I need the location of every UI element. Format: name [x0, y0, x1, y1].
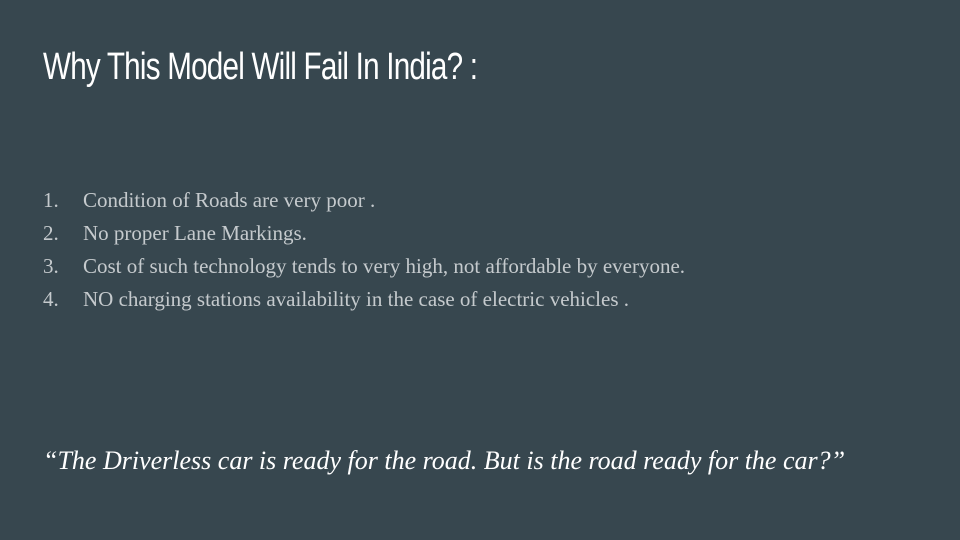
- closing-quote: “The Driverless car is ready for the roa…: [43, 446, 846, 475]
- list-item: 4. NO charging stations availability in t…: [43, 283, 685, 316]
- list-item-text: No proper Lane Markings.: [83, 221, 307, 245]
- list-item-number: 2.: [43, 221, 59, 245]
- list-item: 2. No proper Lane Markings.: [43, 217, 685, 250]
- list-item-number: 4.: [43, 287, 59, 311]
- list-item-text: NO charging stations availability in the…: [83, 287, 630, 311]
- list-item-number: 1.: [43, 188, 59, 212]
- list-item-text: Cost of such technology tends to very hi…: [83, 254, 686, 278]
- reasons-list: 1. Condition of Roads are very poor . 2. N…: [43, 184, 685, 316]
- list-item: 3. Cost of such technology tends to very …: [43, 250, 685, 283]
- list-item-number: 3.: [43, 254, 59, 278]
- slide-title: Why This Model Will Fail In India? :: [43, 46, 478, 88]
- list-item: 1. Condition of Roads are very poor .: [43, 184, 685, 217]
- list-item-text: Condition of Roads are very poor .: [83, 188, 376, 212]
